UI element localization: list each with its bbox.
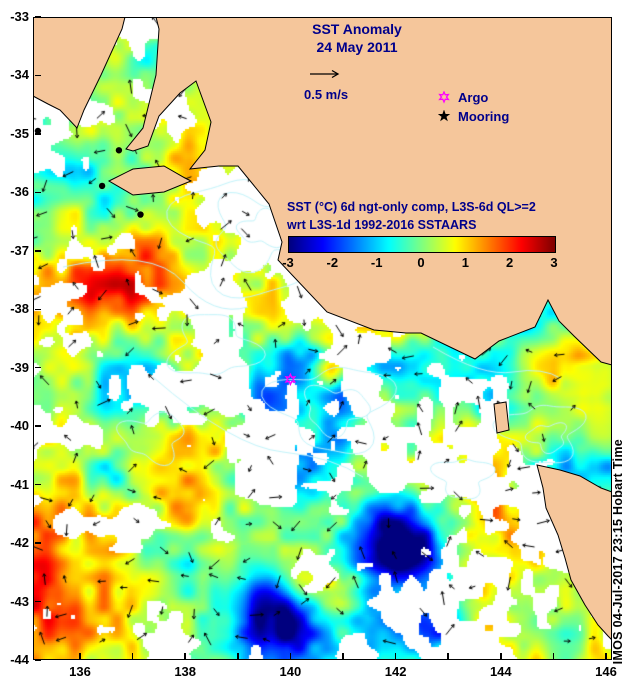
y-axis-tick-mark [34, 542, 41, 544]
legend-row-mooring: Mooring [438, 107, 509, 126]
coastline-land-layer [33, 17, 612, 641]
y-axis-tick-label: -35 [10, 125, 29, 141]
mooring-marker [98, 182, 106, 190]
velocity-scale-arrow-icon [310, 69, 340, 79]
y-axis-tick-label: -36 [10, 184, 29, 200]
title-block: SST Anomaly 24 May 2011 [270, 20, 444, 56]
colorbar [288, 236, 556, 253]
x-axis-tick-label: 142 [384, 664, 407, 679]
y-axis-tick-label: -44 [10, 652, 29, 667]
map-legend: Argo Mooring [438, 88, 509, 126]
land-kangaroo-island [107, 165, 193, 196]
colorbar-tick-label: 3 [550, 255, 558, 270]
x-axis-tick-mark [237, 652, 239, 659]
argo-hexagram-icon [438, 91, 450, 104]
x-axis-tick-mark [500, 652, 502, 659]
legend-label-mooring: Mooring [458, 109, 510, 124]
y-axis-tick-label: -41 [10, 476, 29, 492]
mooring-star-icon [438, 110, 451, 122]
land-king-island [493, 401, 510, 434]
colorbar-tick-label: 0 [417, 255, 425, 270]
x-axis-tick-mark [552, 652, 555, 659]
y-axis-tick-label: -38 [10, 301, 29, 317]
y-axis-tick-mark [34, 659, 41, 661]
y-axis-tick-mark [34, 74, 41, 77]
colorbar-caption-line1: SST (°C) 6d ngt-only comp, L3S-6d QL>=2 [287, 200, 536, 214]
x-axis-tick-mark [394, 652, 397, 659]
y-axis-tick-mark [34, 600, 41, 603]
legend-row-argo: Argo [438, 88, 509, 107]
y-axis-tick-mark [34, 191, 41, 194]
y-axis-tick-label: -43 [10, 593, 29, 609]
y-axis-tick-mark [34, 133, 41, 135]
x-axis-tick-label: 140 [279, 664, 302, 679]
x-axis-tick-mark [342, 652, 344, 659]
colorbar-tick-label: -3 [282, 255, 294, 270]
x-axis-tick-mark [447, 652, 449, 659]
y-axis-tick-label: -34 [10, 67, 29, 83]
colorbar-tick-label: -1 [370, 255, 383, 270]
x-axis-tick-mark [184, 652, 186, 659]
x-axis-tick-mark [289, 652, 292, 659]
mooring-marker [137, 211, 144, 218]
mooring-marker [34, 127, 42, 135]
y-axis-tick-mark [34, 425, 41, 427]
land-tasmania [536, 464, 612, 641]
y-axis-tick-label: -33 [10, 9, 29, 24]
colorbar-caption: SST (°C) 6d ngt-only comp, L3S-6d QL>=2 … [287, 198, 587, 234]
x-axis-tick-label: 136 [69, 664, 91, 679]
y-axis-tick-label: -40 [10, 418, 29, 434]
velocity-scale-label: 0.5 m/s [304, 87, 349, 102]
colorbar-caption-line2: wrt L3S-1d 1992-2016 SSTAARS [287, 218, 477, 232]
chart-date: 24 May 2011 [316, 39, 398, 55]
y-axis-tick-mark [34, 483, 41, 486]
chart-title: SST Anomaly [312, 21, 402, 37]
legend-label-argo: Argo [458, 90, 489, 105]
y-axis-tick-mark [34, 16, 41, 18]
y-axis-tick-label: -42 [10, 535, 29, 551]
provenance-watermark: IMOS 04-Jul-2017 23:15 Hobart Time [611, 438, 625, 664]
colorbar-tick-label: 1 [461, 255, 469, 270]
y-axis-tick-mark [34, 308, 41, 311]
station-marker-layer [34, 127, 297, 387]
x-axis-tick-label: 146 [595, 664, 617, 679]
land-mainland [125, 17, 612, 366]
x-axis-tick-mark [131, 652, 134, 659]
land-eyre-peninsula [33, 17, 126, 129]
x-axis-tick-label: 144 [489, 664, 512, 679]
mooring-marker [115, 147, 123, 154]
y-axis-tick-mark [34, 250, 41, 252]
colorbar-tick-label: 2 [506, 255, 514, 270]
y-axis-tick-label: -39 [10, 359, 29, 375]
x-axis-tick-label: 138 [174, 664, 197, 679]
x-axis-tick-mark [605, 652, 607, 659]
argo-marker [284, 372, 297, 387]
colorbar-tick-label: -2 [326, 255, 339, 270]
y-axis-tick-mark [34, 366, 41, 369]
x-axis-tick-mark [79, 652, 81, 659]
y-axis-tick-label: -37 [10, 242, 29, 258]
